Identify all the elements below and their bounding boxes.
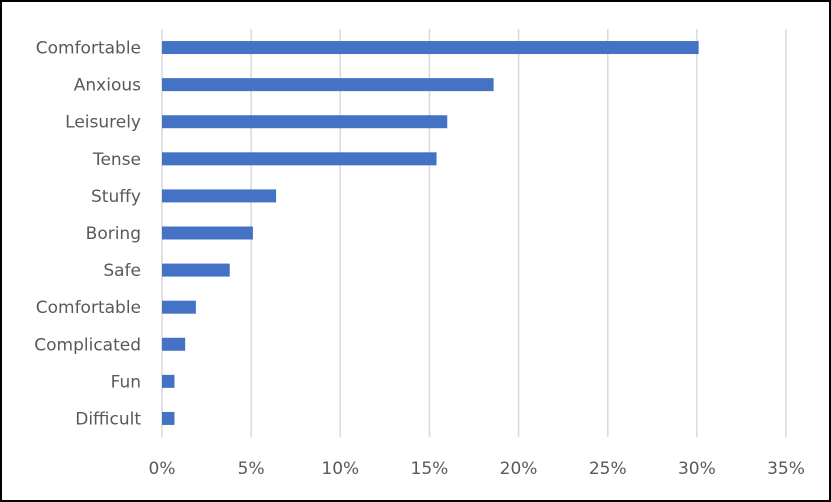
- category-label: Anxious: [74, 76, 141, 96]
- x-tick-label: 15%: [411, 459, 449, 479]
- gridlines: [161, 29, 787, 437]
- category-label: Comfortable: [36, 39, 141, 59]
- category-label: Safe: [103, 261, 141, 281]
- category-label: Boring: [86, 224, 141, 244]
- bar: [162, 374, 175, 388]
- category-label: Tense: [92, 150, 141, 170]
- x-tick-labels: 0% 5% 10% 15% 20% 25% 30% 35%: [149, 459, 805, 479]
- category-label: Fun: [111, 372, 141, 392]
- x-tick-label: 35%: [767, 459, 805, 479]
- x-tick-label: 20%: [500, 459, 538, 479]
- bar: [162, 41, 699, 55]
- bar: [162, 411, 175, 425]
- category-label: Comfortable: [36, 298, 141, 318]
- category-label: Leisurely: [65, 113, 141, 133]
- bar: [162, 115, 448, 129]
- bar: [162, 152, 437, 166]
- x-tick-label: 30%: [678, 459, 716, 479]
- bar: [162, 263, 230, 277]
- bars: [162, 41, 699, 425]
- category-labels: Comfortable Anxious Leisurely Tense Stuffy Bo…: [34, 39, 141, 430]
- bar: [162, 337, 186, 351]
- category-label: Difficult: [75, 409, 141, 429]
- bar: [162, 226, 253, 240]
- x-tick-label: 10%: [321, 459, 359, 479]
- bar: [162, 189, 277, 203]
- x-tick-label: 25%: [589, 459, 627, 479]
- x-tick-label: 0%: [149, 459, 176, 479]
- category-label: Complicated: [34, 335, 141, 355]
- x-tick-label: 5%: [238, 459, 265, 479]
- category-label: Stuffy: [91, 187, 141, 207]
- bar: [162, 78, 494, 92]
- bar: [162, 300, 196, 314]
